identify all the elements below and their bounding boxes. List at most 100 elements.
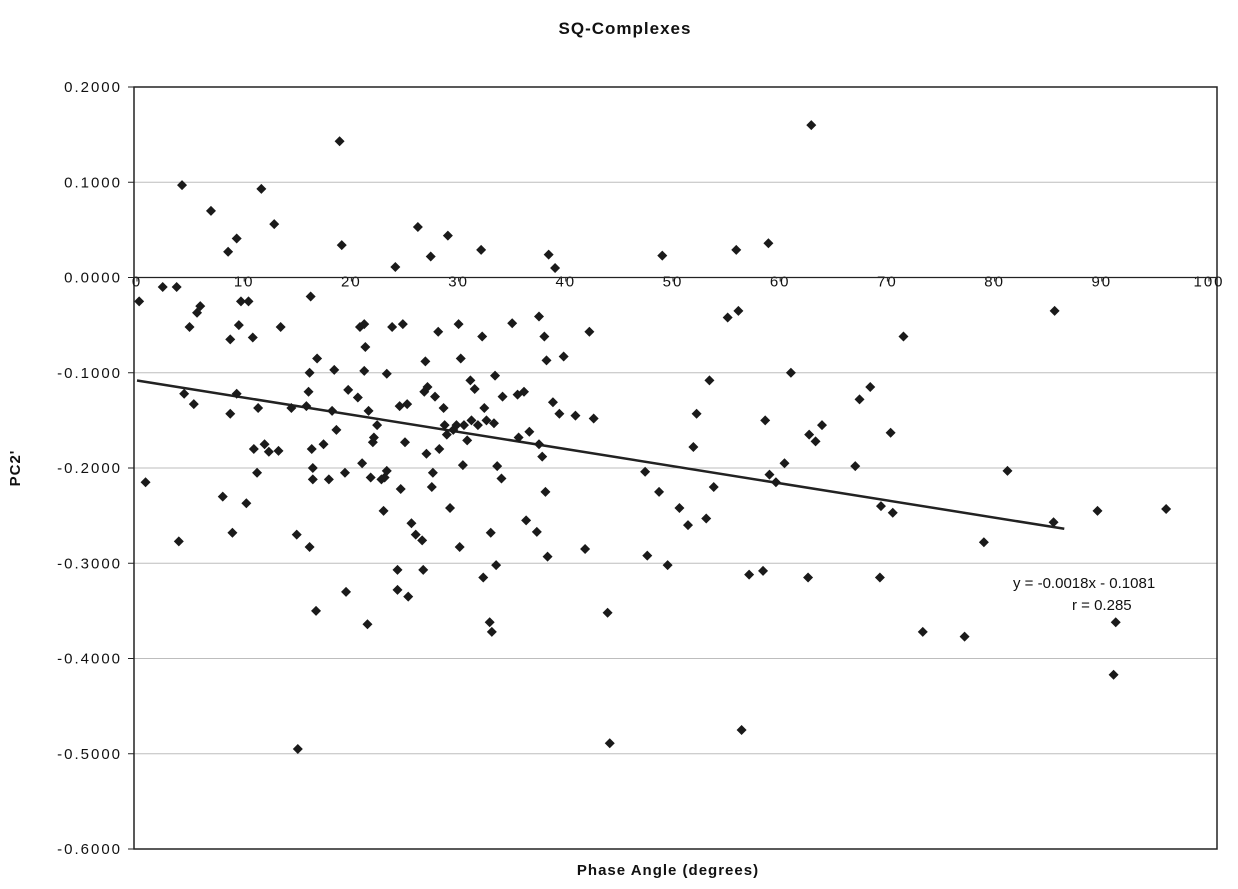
data-point xyxy=(537,451,548,462)
data-point xyxy=(472,420,483,431)
data-point xyxy=(381,368,392,379)
y-tick-label: 0.2000 xyxy=(64,79,122,96)
data-point xyxy=(541,355,552,366)
data-point xyxy=(225,334,236,345)
data-point xyxy=(1108,669,1119,680)
data-point xyxy=(312,353,323,364)
x-axis-label: Phase Angle (degrees) xyxy=(577,862,759,879)
data-point xyxy=(760,415,771,426)
data-point xyxy=(441,429,452,440)
data-point xyxy=(303,386,314,397)
correlation-coefficient: r = 0.285 xyxy=(1072,597,1132,614)
data-point xyxy=(445,503,456,514)
data-point xyxy=(363,405,374,416)
data-point xyxy=(412,222,423,233)
data-point xyxy=(978,537,989,548)
data-point xyxy=(1092,505,1103,516)
data-point xyxy=(917,626,928,637)
data-point xyxy=(469,383,480,394)
data-point xyxy=(736,724,747,735)
data-point xyxy=(547,397,558,408)
data-point xyxy=(205,205,216,216)
data-point xyxy=(417,535,428,546)
data-point xyxy=(359,319,370,330)
data-point xyxy=(570,410,581,421)
data-point xyxy=(231,388,242,399)
data-point xyxy=(485,527,496,538)
data-point xyxy=(731,244,742,255)
data-point xyxy=(898,331,909,342)
data-point xyxy=(418,564,429,575)
data-point xyxy=(457,460,468,471)
data-point xyxy=(439,420,450,431)
data-point xyxy=(420,356,431,367)
data-point xyxy=(477,331,488,342)
data-point xyxy=(307,463,318,473)
x-tick-label: 40 xyxy=(555,274,576,291)
data-point xyxy=(311,605,322,616)
y-tick-label: -0.1000 xyxy=(57,365,122,382)
data-point xyxy=(554,408,565,419)
data-point xyxy=(496,473,507,484)
x-tick-label: 30 xyxy=(448,274,469,291)
y-tick-label: -0.4000 xyxy=(57,651,122,668)
data-point xyxy=(430,391,441,402)
data-point xyxy=(507,318,518,329)
data-point xyxy=(524,426,535,437)
x-tick-label: 70 xyxy=(877,274,898,291)
data-point xyxy=(959,631,970,642)
y-tick-label: -0.5000 xyxy=(57,746,122,763)
data-point xyxy=(252,467,263,478)
data-point xyxy=(263,446,274,457)
data-point xyxy=(854,394,865,405)
data-point xyxy=(301,401,312,412)
data-point xyxy=(304,542,315,553)
data-point xyxy=(492,461,503,472)
data-point xyxy=(1002,465,1013,476)
data-point xyxy=(392,564,403,575)
y-tick-label: -0.2000 xyxy=(57,460,122,477)
data-point xyxy=(173,536,184,547)
data-point xyxy=(305,291,316,302)
data-point xyxy=(701,513,712,524)
x-tick-label: 10 xyxy=(234,274,255,291)
data-point xyxy=(243,296,254,307)
y-tick-label: -0.3000 xyxy=(57,555,122,572)
x-tick-label: 90 xyxy=(1091,274,1112,291)
data-point xyxy=(602,607,613,618)
data-point xyxy=(434,443,445,454)
data-point xyxy=(387,322,398,333)
data-point xyxy=(465,375,476,386)
data-point xyxy=(253,402,264,413)
data-point xyxy=(662,560,673,571)
data-point xyxy=(1048,517,1059,528)
data-point xyxy=(397,319,408,330)
data-point xyxy=(292,743,303,754)
data-point xyxy=(403,591,414,602)
data-point xyxy=(534,311,544,322)
data-point xyxy=(241,498,252,509)
y-tick-label: 0.1000 xyxy=(64,174,122,191)
data-point xyxy=(513,432,524,443)
data-point xyxy=(402,399,413,410)
data-point xyxy=(323,474,334,485)
data-point xyxy=(642,550,653,561)
data-point xyxy=(518,386,529,397)
data-point xyxy=(488,418,499,429)
data-point xyxy=(184,322,195,333)
data-point xyxy=(343,384,354,395)
data-point xyxy=(395,483,406,494)
data-point xyxy=(540,486,551,497)
data-point xyxy=(427,467,438,478)
data-point xyxy=(327,405,338,416)
trendline-group xyxy=(136,379,1065,531)
data-point xyxy=(584,326,595,337)
gridlines xyxy=(134,181,1217,755)
data-point xyxy=(674,503,685,514)
data-point xyxy=(223,246,234,257)
data-point xyxy=(779,458,790,469)
data-point xyxy=(466,415,477,426)
data-point xyxy=(458,420,469,431)
data-point xyxy=(733,305,744,316)
